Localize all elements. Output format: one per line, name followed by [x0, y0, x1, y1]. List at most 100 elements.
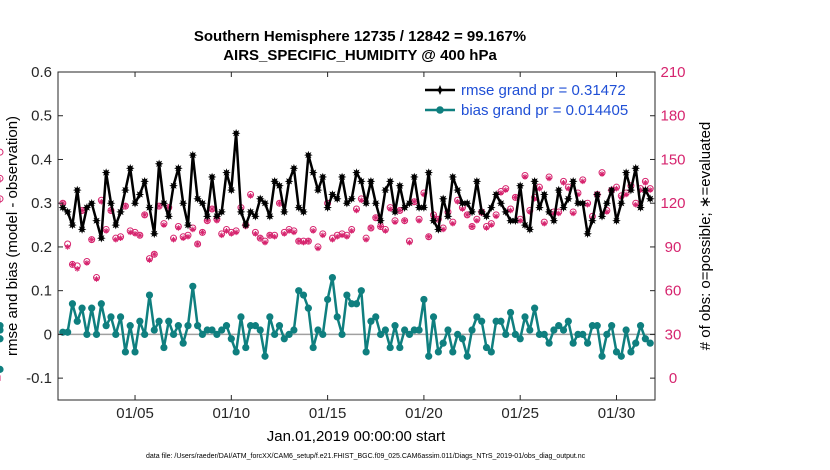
bias-point — [73, 317, 81, 325]
obs-evaluated-stroke — [277, 200, 282, 206]
obs-evaluated-stroke — [267, 232, 273, 238]
obs-evaluated-stroke — [204, 218, 210, 224]
obs-evaluated-point — [368, 225, 374, 231]
bias-point — [482, 343, 491, 352]
obs-evaluated-point — [300, 239, 307, 246]
obs-evaluated-stroke — [89, 237, 95, 242]
bias-point — [449, 348, 457, 356]
obs-evaluated-stroke — [142, 212, 147, 218]
x-tick-label: 01/10 — [213, 405, 251, 422]
rmse-point — [520, 220, 530, 230]
bias-point — [155, 317, 163, 325]
rmse-point — [645, 194, 655, 204]
obs-evaluated-stroke — [127, 230, 133, 235]
rmse-point — [318, 172, 328, 182]
obs-evaluated-stroke — [450, 221, 456, 226]
rmse-point — [328, 190, 337, 199]
obs-evaluated-stroke — [455, 199, 460, 205]
obs-evaluated-stroke — [171, 237, 176, 242]
rmse-point — [241, 220, 251, 230]
obs-evaluated-stroke — [407, 240, 412, 245]
obs-evaluated-stroke — [190, 227, 196, 232]
obs-evaluated-point — [170, 236, 177, 243]
bias-point — [429, 313, 438, 321]
chart-title-line2: AIRS_SPECIFIC_HUMIDITY @ 400 hPa — [223, 47, 497, 64]
rmse-point — [294, 203, 303, 212]
rmse-point — [511, 216, 520, 225]
obs-evaluated-point — [267, 232, 273, 239]
obs-evaluated-point — [449, 220, 456, 227]
legend-bias-marker — [436, 106, 444, 114]
rmse-point — [97, 233, 106, 243]
bias-point — [593, 322, 601, 330]
bias-point — [454, 330, 462, 338]
obs-evaluated-stroke — [176, 225, 181, 231]
obs-evaluated-point — [141, 212, 148, 218]
obs-evaluated-stroke — [440, 227, 446, 232]
obs-evaluated-point — [541, 220, 548, 227]
rmse-point — [140, 177, 149, 186]
rmse-point — [583, 229, 592, 239]
obs-evaluated-stroke — [147, 257, 152, 263]
bias-point — [309, 343, 317, 352]
obs-evaluated-stroke — [354, 208, 359, 213]
bias-point — [545, 339, 553, 347]
obs-evaluated-point — [372, 214, 379, 221]
obs-evaluated-stroke — [402, 218, 407, 224]
bias-point — [242, 343, 250, 352]
bias-point — [266, 313, 274, 321]
obs-possible-point — [141, 211, 149, 219]
rmse-point — [361, 198, 371, 208]
bias-point — [213, 330, 221, 338]
obs-evaluated-stroke — [359, 197, 364, 203]
obs-evaluated-stroke — [272, 234, 277, 240]
y-left-tick-label: 0.5 — [31, 108, 52, 125]
rmse-point — [135, 190, 145, 199]
obs-evaluated-stroke — [561, 180, 566, 186]
obs-evaluated-point — [93, 276, 100, 282]
obs-evaluated-stroke — [378, 224, 383, 229]
y-right-tick-label: 30 — [665, 326, 682, 343]
bias-point — [145, 291, 154, 299]
bias-point — [646, 339, 654, 347]
obs-evaluated-point — [498, 190, 504, 196]
obs-evaluated-point — [329, 236, 336, 243]
bias-point — [559, 326, 568, 334]
rmse-point — [458, 198, 467, 208]
bias-point — [632, 339, 640, 347]
obs-evaluated-point — [190, 226, 196, 233]
bias-point — [218, 326, 226, 334]
bias-point — [304, 304, 312, 312]
rmse-point — [212, 212, 222, 221]
bias-point — [420, 295, 428, 304]
obs-evaluated-stroke — [224, 228, 229, 234]
obs-evaluated-point — [555, 210, 562, 217]
obs-evaluated-point — [570, 210, 576, 217]
obs-evaluated-stroke — [517, 218, 523, 224]
obs-evaluated-point — [469, 223, 475, 230]
rmse-point — [549, 216, 559, 225]
x-tick-label: 01/15 — [309, 405, 347, 422]
obs-possible-point — [0, 195, 4, 203]
obs-evaluated-stroke — [262, 240, 268, 245]
obs-evaluated-stroke — [330, 237, 335, 242]
rmse-point — [559, 203, 568, 212]
obs-possible-point — [68, 260, 76, 268]
bias-point — [92, 330, 101, 338]
bias-point — [415, 326, 423, 334]
rmse-point — [347, 194, 356, 204]
rmse-point — [202, 212, 212, 221]
rmse-point — [101, 168, 111, 177]
bias-point — [362, 348, 370, 356]
y-left-tick-label: 0.2 — [31, 239, 52, 256]
obs-evaluated-stroke — [373, 215, 379, 221]
obs-evaluated-point — [560, 179, 567, 186]
bias-point — [622, 326, 630, 334]
obs-evaluated-point — [286, 228, 292, 234]
bias-point — [627, 348, 635, 356]
obs-evaluated-stroke — [219, 232, 225, 238]
bias-point — [564, 317, 572, 325]
obs-evaluated-stroke — [484, 225, 489, 231]
y-left-tick-label: 0 — [44, 326, 52, 343]
bias-point — [468, 326, 476, 334]
